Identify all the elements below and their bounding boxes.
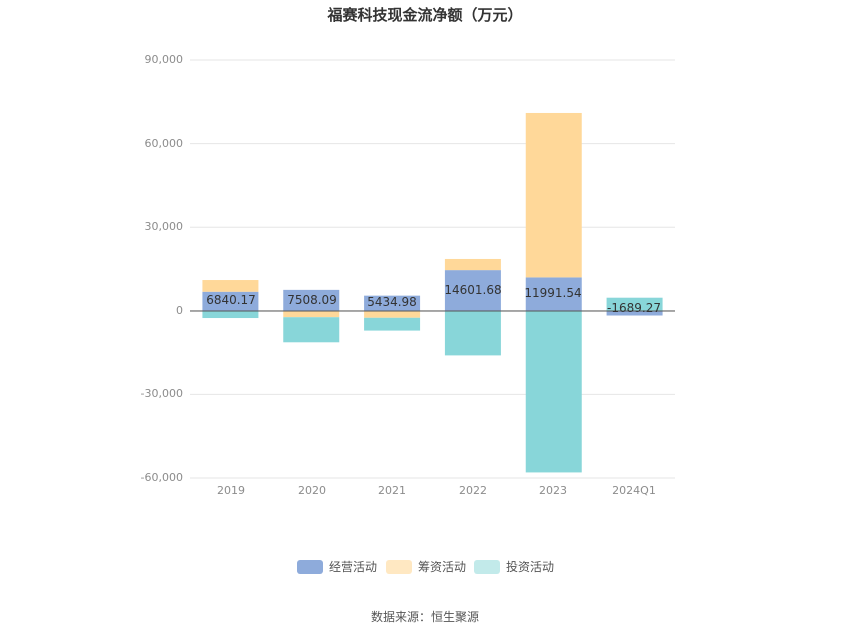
data-source: 数据来源：恒生聚源 [371, 609, 479, 624]
legend-swatch-investing [474, 560, 500, 574]
legend: 经营活动 筹资活动 投资活动 [297, 559, 554, 574]
y-tick-label: 30,000 [145, 220, 184, 233]
bar-financing-2023[interactable] [525, 112, 582, 278]
bars [202, 112, 663, 473]
legend-swatch-financing [386, 560, 412, 574]
legend-swatch-operating [297, 560, 323, 574]
data-label: 7508.09 [287, 293, 337, 307]
x-tick-label: 2024Q1 [612, 484, 656, 497]
legend-item-investing[interactable]: 投资活动 [474, 559, 554, 574]
bar-financing-2022[interactable] [444, 258, 501, 271]
y-tick-label: 90,000 [145, 53, 184, 66]
legend-label: 筹资活动 [418, 560, 466, 574]
x-tick-label: 2021 [378, 484, 406, 497]
x-tick-label: 2019 [217, 484, 245, 497]
data-labels: 6840.17 7508.09 5434.98 14601.68 11991.5… [206, 283, 661, 315]
bar-operating-2022[interactable] [444, 270, 501, 311]
data-label: 6840.17 [206, 293, 256, 307]
y-tick-label: -30,000 [141, 387, 183, 400]
data-label: 14601.68 [444, 283, 501, 297]
bar-investing-2021[interactable] [364, 317, 421, 331]
data-label: -1689.27 [607, 301, 661, 315]
x-tick-label: 2023 [539, 484, 567, 497]
y-tick-label: 0 [176, 304, 183, 317]
x-tick-label: 2020 [298, 484, 326, 497]
bar-financing-2020[interactable] [283, 310, 340, 318]
chart-title: 福赛科技现金流净额（万元） [326, 6, 522, 24]
bar-operating-2019[interactable] [202, 291, 259, 311]
bar-operating-2023[interactable] [525, 277, 582, 311]
legend-label: 经营活动 [329, 560, 377, 574]
x-axis-ticks: 2019 2020 2021 2022 2023 2024Q1 [217, 484, 656, 497]
y-axis-ticks: 90,000 60,000 30,000 0 -30,000 -60,000 [141, 53, 183, 484]
data-label: 5434.98 [367, 295, 417, 309]
data-label: 11991.54 [524, 286, 581, 300]
bar-operating-2021[interactable] [364, 295, 421, 311]
y-tick-label: 60,000 [145, 137, 184, 150]
y-tick-label: -60,000 [141, 471, 183, 484]
bar-investing-2023[interactable] [525, 310, 582, 473]
bar-operating-2024Q1[interactable] [606, 310, 663, 316]
legend-item-operating[interactable]: 经营活动 [297, 560, 377, 574]
bar-investing-2020[interactable] [283, 317, 340, 343]
bar-investing-2024Q1[interactable] [606, 297, 663, 311]
bar-investing-2019[interactable] [202, 310, 259, 319]
bar-financing-2019[interactable] [202, 280, 259, 292]
bar-operating-2020[interactable] [283, 289, 340, 311]
legend-item-financing[interactable]: 筹资活动 [386, 560, 466, 574]
bar-investing-2022[interactable] [444, 310, 501, 356]
legend-label: 投资活动 [506, 559, 554, 574]
gridlines [190, 59, 675, 479]
bar-financing-2021[interactable] [364, 310, 421, 318]
x-tick-label: 2022 [459, 484, 487, 497]
